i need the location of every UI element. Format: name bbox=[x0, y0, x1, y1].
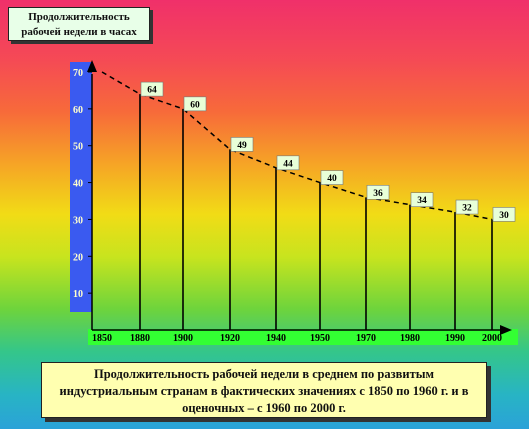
x-tick-label: 1950 bbox=[310, 333, 330, 344]
x-tick-label: 1850 bbox=[92, 333, 112, 344]
data-label-box bbox=[183, 96, 207, 112]
data-label-box bbox=[455, 199, 479, 215]
data-label-box bbox=[320, 170, 344, 185]
data-label-box bbox=[140, 81, 164, 97]
data-label: 36 bbox=[373, 189, 383, 199]
y-tick-label: 50 bbox=[73, 142, 83, 153]
y-tick-label: 70 bbox=[73, 68, 83, 79]
x-tick-label: 1980 bbox=[400, 333, 420, 344]
chart-caption: Продолжительность рабочей недели в средн… bbox=[41, 362, 487, 418]
data-label: 44 bbox=[283, 159, 293, 169]
data-label: 34 bbox=[417, 196, 427, 206]
data-label-box bbox=[276, 155, 300, 171]
x-tick-label: 1900 bbox=[173, 333, 193, 344]
data-label-box bbox=[492, 207, 516, 222]
x-tick-label: 1970 bbox=[356, 333, 376, 344]
data-label: 30 bbox=[499, 211, 509, 221]
y-axis-bar bbox=[70, 62, 92, 312]
data-label: 40 bbox=[327, 174, 337, 184]
x-tick-label: 2000 bbox=[482, 333, 502, 344]
data-label: 49 bbox=[237, 141, 247, 151]
x-tick-label: 1940 bbox=[266, 333, 286, 344]
data-label-box bbox=[410, 192, 434, 207]
y-tick-label: 20 bbox=[73, 252, 83, 263]
y-tick-label: 40 bbox=[73, 179, 83, 190]
x-tick-label: 1990 bbox=[445, 333, 465, 344]
y-axis-arrow bbox=[87, 60, 97, 72]
data-label: 64 bbox=[147, 86, 157, 96]
data-label-box bbox=[230, 137, 254, 152]
y-tick-label: 60 bbox=[73, 105, 83, 116]
trend-line bbox=[101, 71, 493, 221]
y-tick-label: 30 bbox=[73, 215, 83, 226]
data-label-box bbox=[366, 185, 390, 200]
x-axis-bar bbox=[88, 329, 518, 345]
data-label: 32 bbox=[462, 204, 472, 214]
data-label: 60 bbox=[190, 100, 200, 110]
y-axis-title: Продолжительность рабочей недели в часах bbox=[8, 7, 150, 41]
x-tick-label: 1920 bbox=[220, 333, 240, 344]
x-tick-label: 1880 bbox=[130, 333, 150, 344]
y-tick-label: 10 bbox=[73, 289, 83, 300]
x-axis-arrow bbox=[500, 325, 512, 335]
